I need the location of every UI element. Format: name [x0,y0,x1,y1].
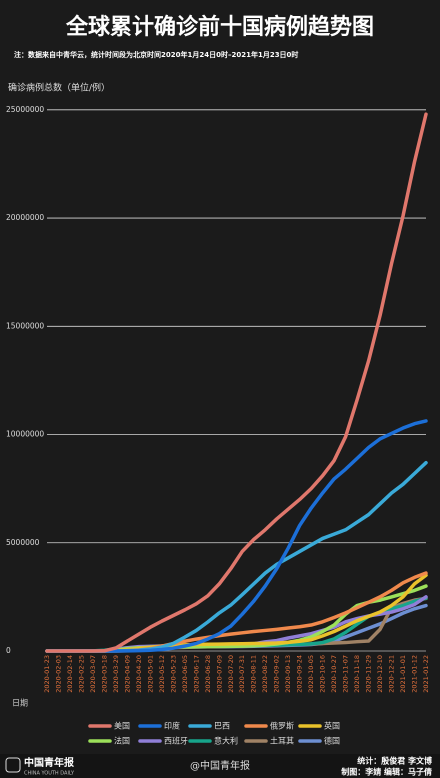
chart-title: 全球累计确诊前十国病例趋势图 [65,14,374,40]
y-tick-label: 10000000 [6,430,44,439]
x-tick-label: 2021-01-12 [411,655,419,693]
x-tick-label: 2020-09-13 [284,655,292,693]
legend-label: 巴西 [214,722,230,731]
y-tick-label: 5000000 [6,538,40,547]
x-tick-label: 2020-07-20 [227,655,235,693]
x-tick-label: 2020-02-25 [77,655,85,693]
x-tick-label: 2020-06-28 [204,655,212,693]
x-tick-label: 2020-03-18 [100,655,108,693]
weibo: @中国青年报 [190,759,250,772]
x-tick-label: 2020-07-31 [238,655,246,693]
credit: 统计：殷俊君 李文博 [357,756,432,766]
legend-label: 英国 [324,721,340,731]
y-tick-label: 25000000 [6,105,44,114]
x-axis-title: 日期 [12,699,28,708]
x-tick-label: 2020-07-09 [215,655,223,693]
legend-label: 西班牙 [164,736,188,746]
x-tick-label: 2020-03-07 [89,655,97,693]
x-tick-label: 2020-02-03 [54,655,62,693]
logo-en: CHINA YOUTH DAILY [24,771,75,777]
x-tick-label: 2020-09-24 [296,655,304,693]
legend-label: 意大利 [214,736,238,746]
x-tick-label: 2020-02-14 [66,655,74,693]
x-tick-label: 2020-10-05 [307,655,315,693]
series-line [45,112,428,653]
x-tick-label: 2020-05-23 [169,655,177,693]
y-tick-label: 0 [6,646,11,655]
x-tick-label: 2020-04-09 [123,655,131,693]
x-tick-label: 2020-05-01 [146,655,154,693]
x-tick-label: 2020-12-21 [388,655,396,693]
x-tick-label: 2020-11-29 [365,655,373,693]
legend-label: 俄罗斯 [270,721,294,731]
footer-band [0,754,440,778]
logo: 中国青年报 [24,756,74,769]
x-tick-label: 2021-01-22 [422,655,430,693]
x-tick-label: 2021-01-01 [399,655,407,693]
subtitle: 注：数据来自中青华云，统计时间段为北京时间2020年1月24日0时–2021年1… [14,50,298,59]
legend-label: 印度 [164,721,180,731]
x-tick-label: 2020-04-20 [135,655,143,693]
x-tick-label: 2020-06-05 [181,655,189,693]
x-tick-label: 2020-09-02 [273,655,281,693]
logo-icon [5,757,21,773]
x-tick-label: 2020-05-12 [158,655,166,693]
legend-label: 法国 [114,736,130,746]
y-axis-title: 确诊病例总数（单位/例） [8,82,110,94]
x-tick-label: 2020-10-16 [319,655,327,693]
x-tick-label: 2020-11-07 [342,655,350,693]
x-tick-label: 2020-08-22 [261,655,269,693]
legend-label: 美国 [114,721,130,731]
y-tick-label: 15000000 [6,321,44,330]
x-tick-label: 2020-12-10 [376,655,384,693]
legend-label: 德国 [324,736,340,746]
legend-label: 土耳其 [270,736,294,746]
credit: 制图：李婧 编辑：马子倩 [341,767,432,777]
x-tick-label: 2020-10-27 [330,655,338,693]
x-tick-label: 2020-03-29 [112,655,120,693]
x-tick-label: 2020-11-18 [353,655,361,693]
y-tick-label: 20000000 [6,213,44,222]
x-tick-label: 2020-01-23 [43,655,51,693]
x-tick-label: 2020-06-17 [192,655,200,693]
x-tick-label: 2020-08-11 [250,655,258,693]
series-line [45,460,428,653]
